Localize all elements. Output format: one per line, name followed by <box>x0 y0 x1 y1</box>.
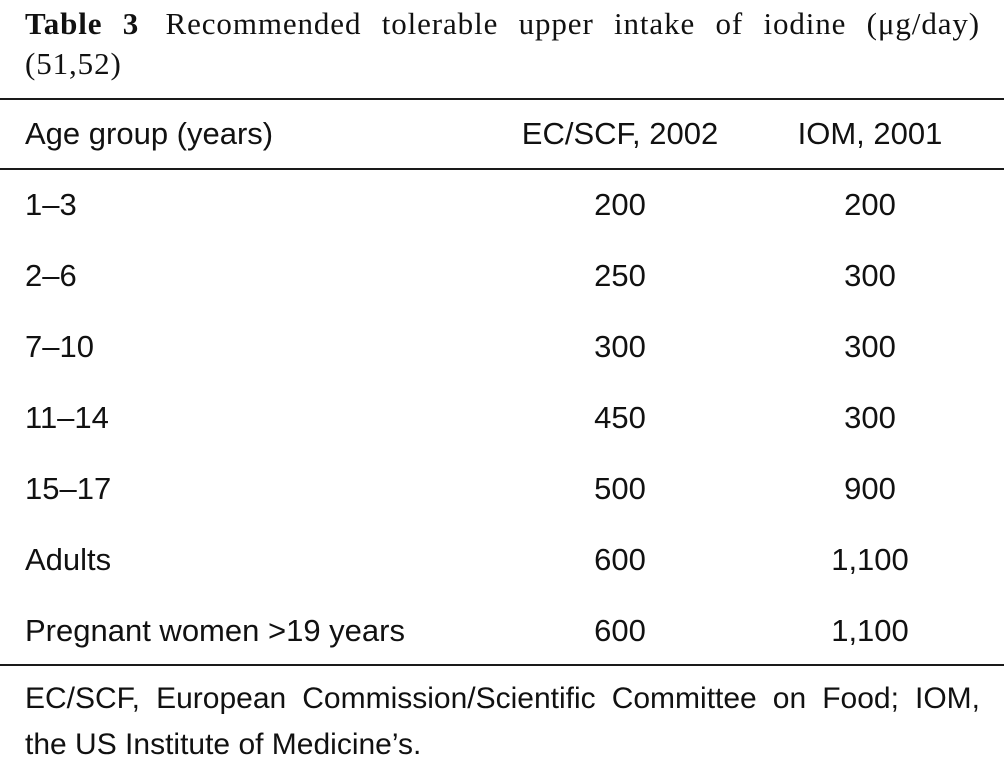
table-cell-age: 11–14 <box>25 400 109 435</box>
table-cell-iom: 1,100 <box>831 542 909 577</box>
table-cell-iom: 300 <box>844 258 896 293</box>
table-cell-iom: 1,100 <box>831 613 909 648</box>
table-caption-label: Table 3 <box>25 6 140 41</box>
table-cell-iom: 200 <box>844 187 896 222</box>
table-bottom-rule <box>0 664 1004 666</box>
table-cell-age: 7–10 <box>25 329 94 364</box>
column-header-iom: IOM, 2001 <box>797 116 943 151</box>
table-cell-ec-scf: 250 <box>594 258 646 293</box>
table-cell-ec-scf: 600 <box>594 542 646 577</box>
table-footnote: EC/SCF, European Commission/Scientific C… <box>25 682 980 761</box>
table-cell-age: 1–3 <box>25 187 77 222</box>
table-cell-ec-scf: 450 <box>594 400 646 435</box>
table-cell-iom: 300 <box>844 329 896 364</box>
table-cell-ec-scf: 600 <box>594 613 646 648</box>
table-cell-age: Adults <box>25 542 112 577</box>
table-cell-age: Pregnant women >19 years <box>25 613 405 648</box>
column-header-ec-scf: EC/SCF, 2002 <box>521 116 719 151</box>
column-header-age-group: Age group (years) <box>25 116 274 151</box>
table-cell-age: 2–6 <box>25 258 77 293</box>
table-header-rule <box>0 168 1004 170</box>
table-cell-age: 15–17 <box>25 471 112 506</box>
table-caption: Table 3 Recommended tolerable upper inta… <box>25 4 980 84</box>
table-cell-ec-scf: 500 <box>594 471 646 506</box>
table-cell-ec-scf: 200 <box>594 187 646 222</box>
table-caption-text: Recommended tolerable upper intake of io… <box>25 6 980 81</box>
table-cell-iom: 900 <box>844 471 896 506</box>
table-top-rule <box>0 98 1004 100</box>
table-cell-iom: 300 <box>844 400 896 435</box>
table-cell-ec-scf: 300 <box>594 329 646 364</box>
